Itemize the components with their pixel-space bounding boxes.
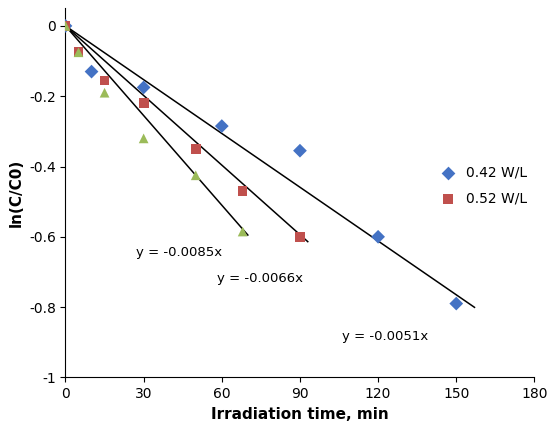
Point — [139, 135, 148, 142]
Point — [100, 89, 109, 96]
Point — [61, 22, 70, 29]
Text: y = -0.0066x: y = -0.0066x — [217, 272, 302, 285]
Point — [74, 49, 83, 56]
Point — [191, 172, 200, 179]
Legend: 0.42 W/L, 0.52 W/L: 0.42 W/L, 0.52 W/L — [434, 165, 528, 206]
Point — [61, 22, 70, 29]
Point — [139, 84, 148, 91]
Point — [295, 147, 304, 154]
Point — [100, 77, 109, 84]
Point — [139, 100, 148, 107]
Point — [238, 187, 247, 194]
X-axis label: Irradiation time, min: Irradiation time, min — [211, 407, 389, 422]
Point — [217, 123, 226, 129]
Text: y = -0.0051x: y = -0.0051x — [341, 330, 428, 343]
Point — [238, 228, 247, 235]
Point — [87, 68, 96, 75]
Point — [74, 49, 83, 56]
Point — [374, 233, 383, 240]
Y-axis label: ln(C/C0): ln(C/C0) — [8, 159, 23, 227]
Point — [61, 22, 70, 29]
Point — [452, 300, 461, 307]
Point — [191, 145, 200, 152]
Point — [295, 233, 304, 240]
Text: y = -0.0085x: y = -0.0085x — [136, 246, 222, 258]
